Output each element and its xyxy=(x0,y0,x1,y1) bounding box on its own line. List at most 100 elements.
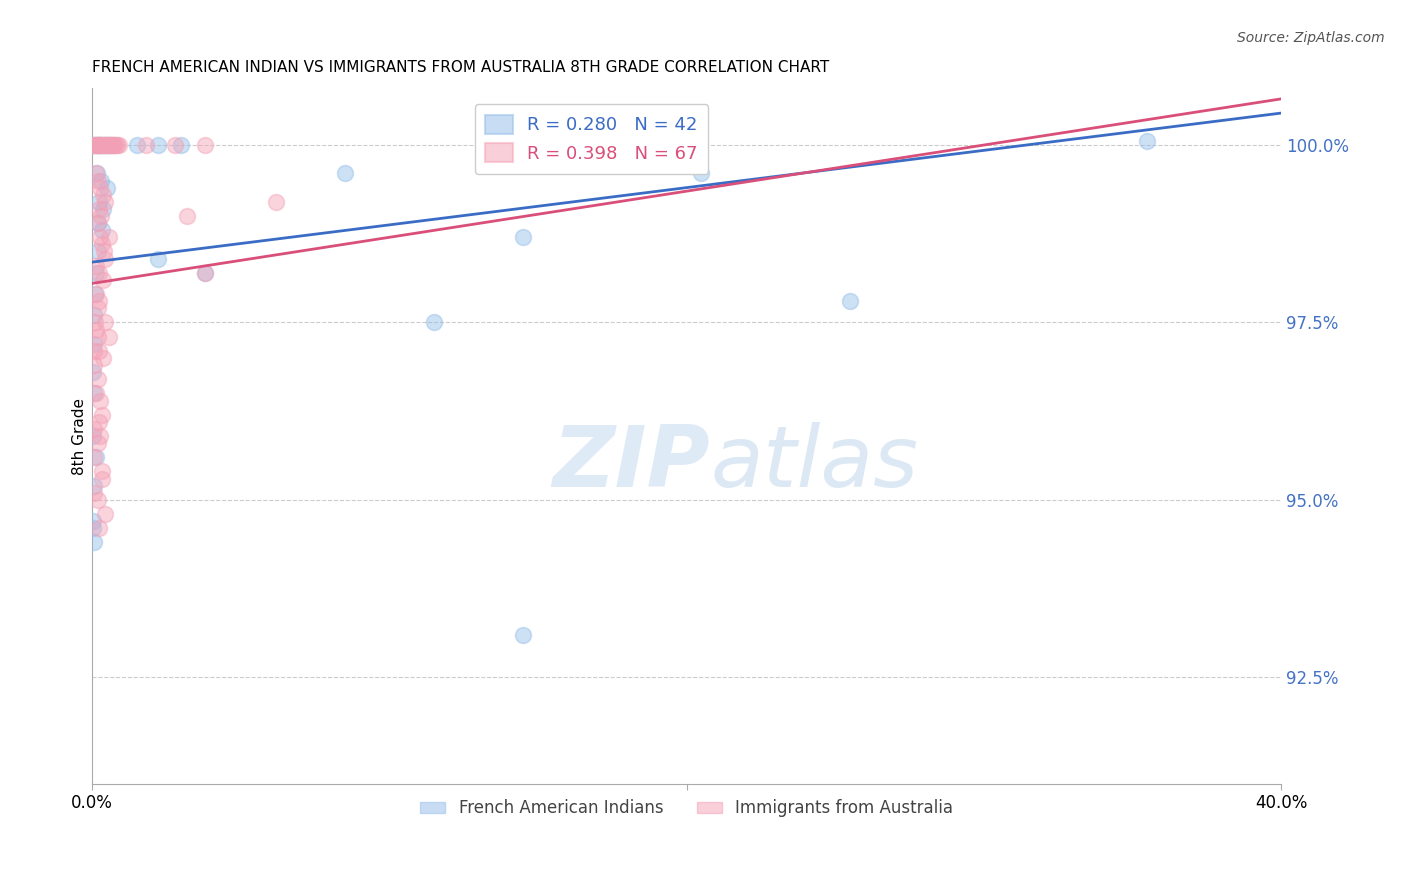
Point xyxy=(91,138,114,153)
Point xyxy=(93,244,115,259)
Point xyxy=(423,315,446,329)
Point xyxy=(83,386,105,401)
Y-axis label: 8th Grade: 8th Grade xyxy=(72,398,87,475)
Point xyxy=(90,173,112,187)
Point xyxy=(1136,135,1159,149)
Point xyxy=(101,138,124,153)
Point xyxy=(176,209,198,223)
Point xyxy=(90,209,112,223)
Point xyxy=(125,138,148,153)
Point xyxy=(86,216,108,230)
Point xyxy=(98,138,121,153)
Point xyxy=(100,138,122,153)
Point xyxy=(84,166,107,180)
Point xyxy=(83,422,105,436)
Point xyxy=(87,343,110,358)
Point xyxy=(170,138,193,153)
Point xyxy=(98,138,121,153)
Point xyxy=(101,138,124,153)
Point xyxy=(104,138,127,153)
Point xyxy=(83,478,105,492)
Point xyxy=(96,180,118,194)
Point xyxy=(84,322,107,336)
Point xyxy=(87,415,110,429)
Point xyxy=(89,138,111,153)
Point xyxy=(82,365,104,379)
Point xyxy=(86,329,108,343)
Point xyxy=(84,450,107,465)
Point xyxy=(83,343,105,358)
Point xyxy=(194,266,217,280)
Point xyxy=(146,138,169,153)
Point xyxy=(97,138,120,153)
Point xyxy=(83,138,105,153)
Point xyxy=(82,429,104,443)
Point xyxy=(83,336,105,351)
Point xyxy=(90,223,112,237)
Point xyxy=(83,315,105,329)
Point xyxy=(135,138,157,153)
Legend: French American Indians, Immigrants from Australia: French American Indians, Immigrants from… xyxy=(413,793,959,824)
Point xyxy=(194,266,217,280)
Point xyxy=(83,287,105,301)
Text: atlas: atlas xyxy=(710,422,918,506)
Point xyxy=(146,252,169,266)
Point xyxy=(93,273,115,287)
Point xyxy=(84,266,107,280)
Point xyxy=(93,351,115,365)
Point xyxy=(84,287,107,301)
Point xyxy=(89,429,111,443)
Point xyxy=(86,372,108,386)
Point xyxy=(93,252,115,266)
Point xyxy=(93,138,115,153)
Point xyxy=(86,436,108,450)
Point xyxy=(107,138,129,153)
Point xyxy=(86,166,108,180)
Point xyxy=(86,301,108,316)
Text: FRENCH AMERICAN INDIAN VS IMMIGRANTS FROM AUSTRALIA 8TH GRADE CORRELATION CHART: FRENCH AMERICAN INDIAN VS IMMIGRANTS FRO… xyxy=(93,60,830,75)
Point xyxy=(90,138,112,153)
Point xyxy=(93,194,115,209)
Point xyxy=(83,485,105,500)
Point xyxy=(87,294,110,309)
Point xyxy=(82,521,104,535)
Point xyxy=(87,173,110,187)
Point xyxy=(84,138,107,153)
Point xyxy=(87,138,110,153)
Point xyxy=(103,138,125,153)
Point xyxy=(89,393,111,408)
Point xyxy=(83,138,105,153)
Point xyxy=(839,294,862,309)
Point xyxy=(89,138,111,153)
Point xyxy=(87,138,110,153)
Point xyxy=(87,216,110,230)
Point xyxy=(89,180,111,194)
Point xyxy=(86,138,108,153)
Point xyxy=(108,138,131,153)
Point xyxy=(91,138,114,153)
Point xyxy=(86,244,108,259)
Point xyxy=(94,138,117,153)
Point xyxy=(83,309,105,323)
Point xyxy=(86,492,108,507)
Point xyxy=(87,194,110,209)
Point xyxy=(266,194,288,209)
Point xyxy=(333,166,356,180)
Point xyxy=(97,329,120,343)
Point xyxy=(93,138,115,153)
Point xyxy=(84,386,107,401)
Point xyxy=(194,138,217,153)
Point xyxy=(91,187,114,202)
Point xyxy=(512,628,534,642)
Point xyxy=(90,237,112,252)
Point xyxy=(82,514,104,528)
Point xyxy=(93,507,115,521)
Point xyxy=(690,166,713,180)
Point xyxy=(90,465,112,479)
Point xyxy=(90,408,112,422)
Text: Source: ZipAtlas.com: Source: ZipAtlas.com xyxy=(1237,31,1385,45)
Point xyxy=(93,315,115,329)
Point xyxy=(89,230,111,244)
Point xyxy=(84,138,107,153)
Point xyxy=(83,358,105,372)
